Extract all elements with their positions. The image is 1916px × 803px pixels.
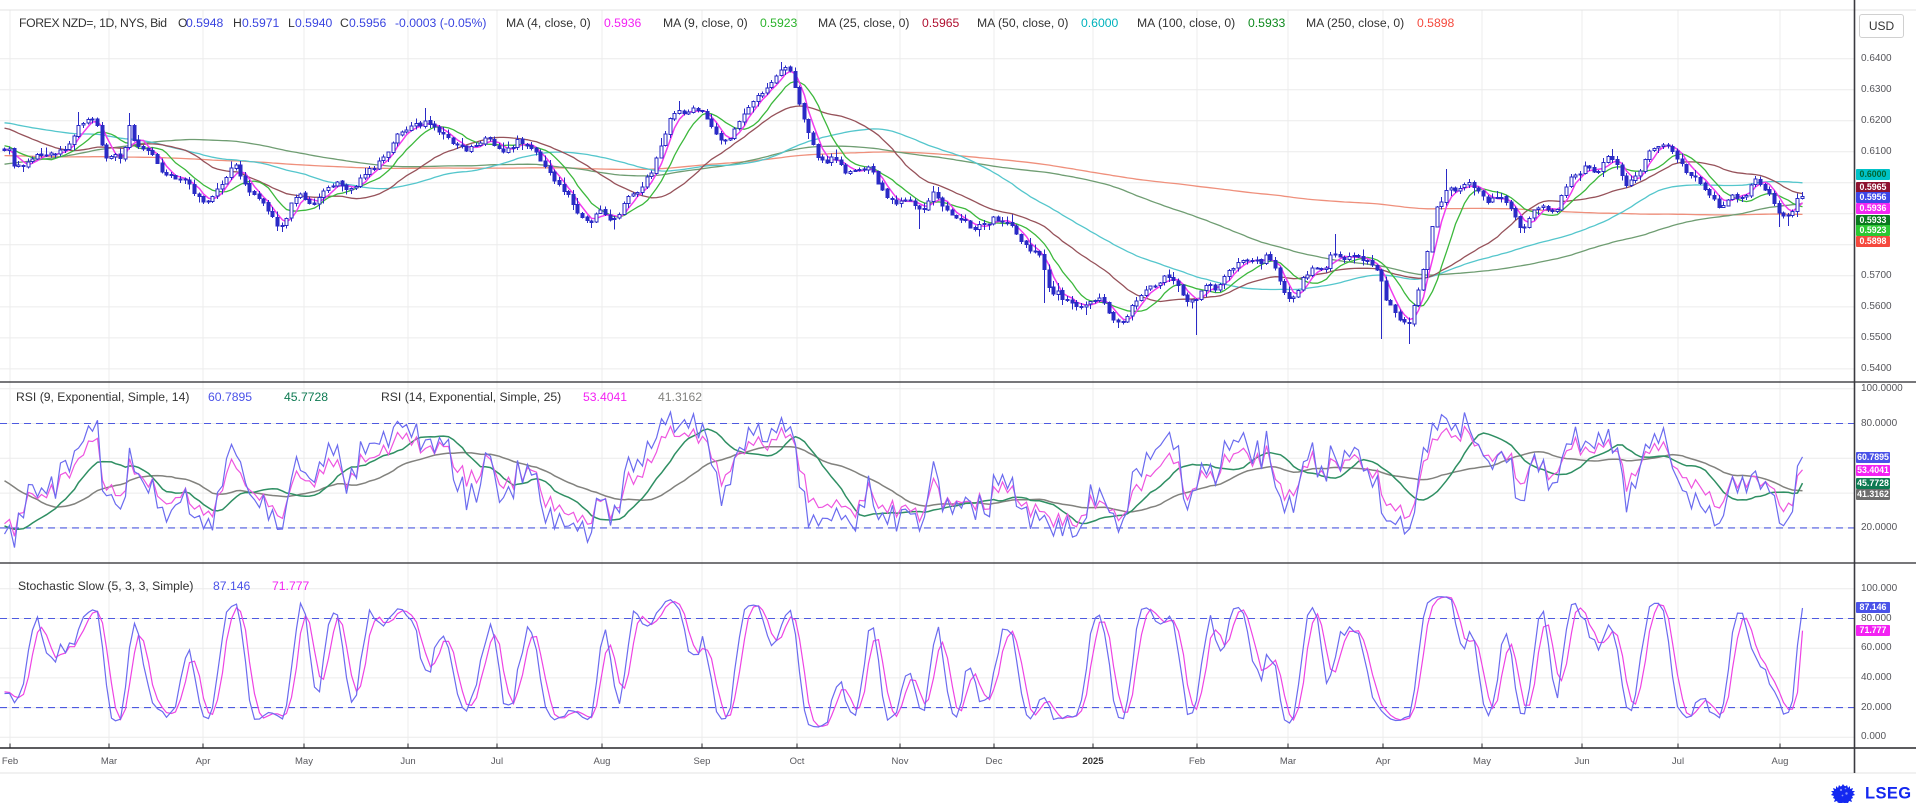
svg-text:LSEG: LSEG (1865, 785, 1912, 803)
